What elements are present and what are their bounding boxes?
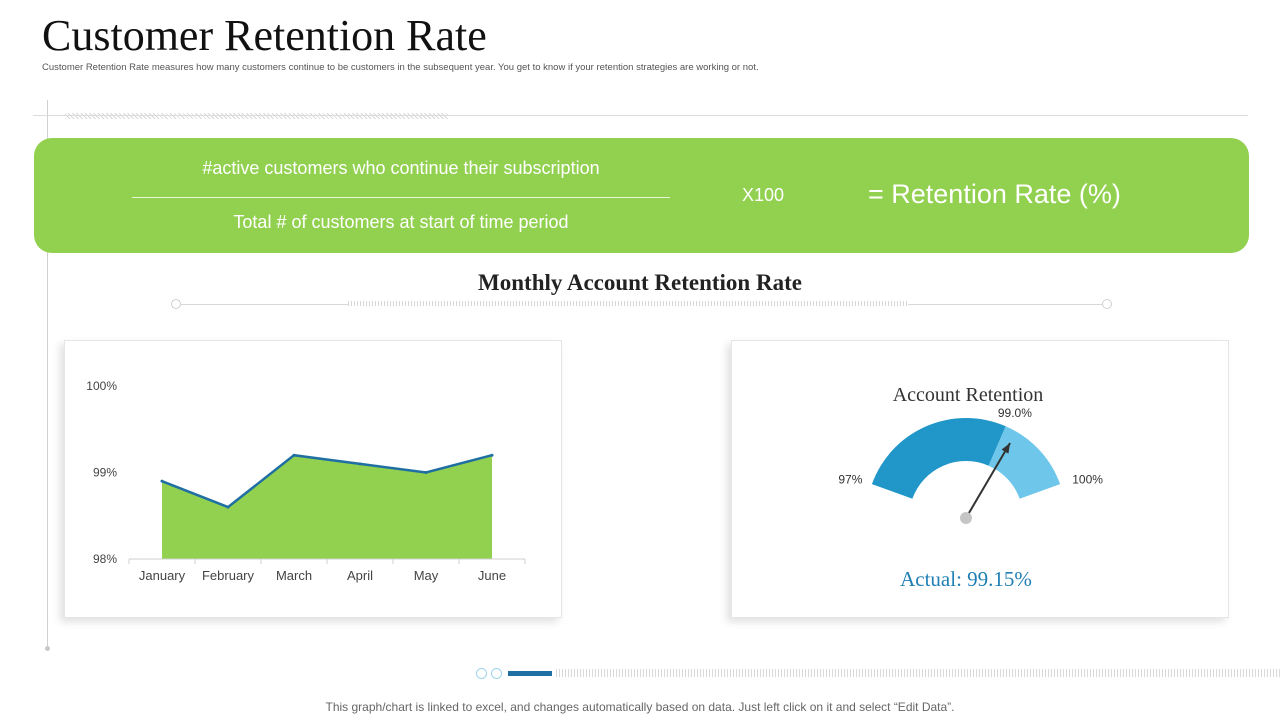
formula-banner <box>34 138 1249 253</box>
section-hatch <box>348 301 908 306</box>
formula-numerator: #active customers who continue their sub… <box>202 158 600 178</box>
x-tick-label: March <box>276 568 312 583</box>
gauge-hub <box>960 512 972 524</box>
data-point-january <box>160 479 164 483</box>
page-subtitle: Customer Retention Rate measures how man… <box>42 62 759 73</box>
area-chart: 98% 99% 100% January February March April May Ju… <box>86 379 526 583</box>
x-tick-label: May <box>414 568 439 583</box>
section-right-line <box>908 304 1102 305</box>
page-title: Customer Retention Rate <box>42 11 487 60</box>
gauge-target-label: 99.0% <box>998 406 1032 420</box>
gauge-actual-label: Actual: 99.15% <box>900 567 1032 591</box>
area-fill <box>162 455 492 559</box>
formula-denominator: Total # of customers at start of time pe… <box>233 212 569 232</box>
top-divider <box>33 115 1248 116</box>
gauge-panel: Account Retention 97% 100% 99.0% Actual: 99.… <box>731 340 1229 618</box>
footer-note: This graph/chart is linked to excel, and… <box>325 700 955 714</box>
x-tick-label: January <box>139 568 186 583</box>
gauge-title: Account Retention <box>893 384 1044 406</box>
data-point-june <box>490 453 494 457</box>
series-line <box>161 453 493 509</box>
area-chart-panel: 98% 99% 100% January February March April May Ju… <box>64 340 562 618</box>
data-point-april <box>358 462 362 466</box>
gauge-chart: Account Retention 97% 100% 99.0% Actual: 99.… <box>838 384 1103 591</box>
gauge-needle <box>965 442 1011 519</box>
section-left-line <box>180 304 348 305</box>
left-guide-line <box>47 100 48 648</box>
gauge-max-label: 100% <box>1072 472 1103 486</box>
y-tick-label: 99% <box>93 466 117 480</box>
y-tick-label: 98% <box>93 552 117 566</box>
x-tick-label: April <box>347 568 373 583</box>
data-point-may <box>424 471 428 474</box>
pager-active-bar[interactable] <box>508 671 552 676</box>
pager-dot-2[interactable] <box>491 668 502 679</box>
formula-multiplier: X100 <box>742 185 785 205</box>
data-point-march <box>292 453 296 457</box>
section-right-dot <box>1102 299 1112 309</box>
gauge-segment-above-target <box>988 426 1061 499</box>
x-tick-label: February <box>202 568 255 583</box>
left-guide-dot <box>45 646 50 651</box>
formula-fraction-line <box>132 197 670 198</box>
formula-result: = Retention Rate (%) <box>868 179 1121 209</box>
gauge-needle-head <box>1001 442 1011 454</box>
pager-track <box>556 669 1280 677</box>
gauge-min-label: 97% <box>838 472 862 486</box>
section-title: Monthly Account Retention Rate <box>478 270 802 295</box>
y-tick-label: 100% <box>86 379 117 393</box>
data-point-february <box>226 505 230 509</box>
gauge-segment-below-target <box>871 418 1006 499</box>
x-tick-label: June <box>478 568 506 583</box>
pager-dot-1[interactable] <box>476 668 487 679</box>
top-divider-hatch <box>65 113 448 119</box>
